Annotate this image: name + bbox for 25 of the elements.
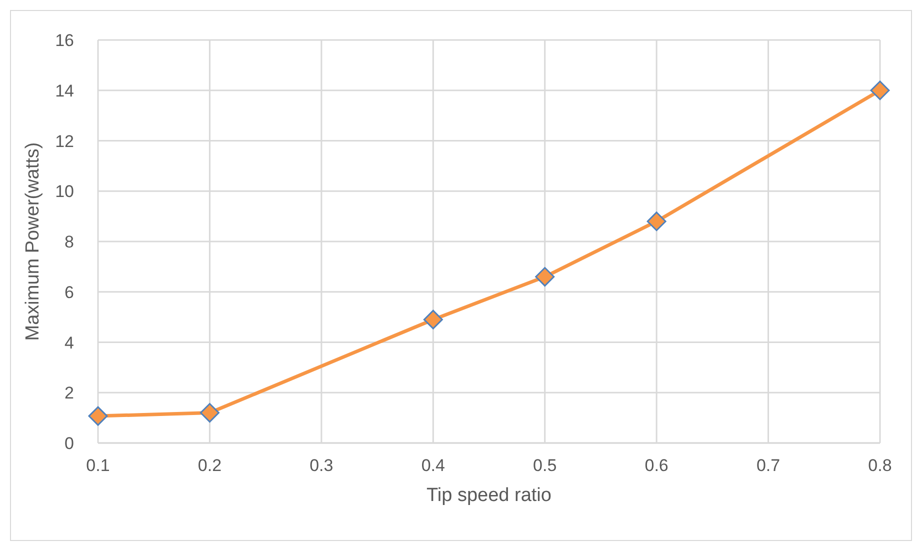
y-tick-label: 10 (55, 182, 74, 202)
point (535, 267, 555, 287)
y-tick-label: 2 (64, 384, 74, 403)
y-tick-label: 0 (64, 434, 74, 454)
y-tick-label: 6 (64, 282, 74, 302)
x-tick-label: 0.8 (868, 456, 892, 476)
x-axis-title: Tip speed ratio (426, 485, 552, 506)
y-axis-title: Maximum Power(watts) (22, 142, 44, 341)
x-tick-label: 0.2 (198, 456, 222, 476)
y-tick-label: 16 (55, 31, 74, 50)
point (200, 403, 220, 423)
x-tick-label: 0.4 (421, 456, 445, 476)
y-tick-label: 4 (64, 333, 74, 352)
x-tick-label: 0.7 (756, 456, 780, 476)
point (870, 80, 890, 100)
point (646, 212, 666, 232)
y-tick-label: 8 (64, 232, 74, 252)
x-tick-label: 0.6 (644, 456, 668, 476)
x-tick-label: 0.1 (86, 456, 110, 476)
point (423, 310, 443, 330)
x-tick-label: 0.5 (533, 456, 557, 476)
y-tick-label: 12 (55, 132, 74, 151)
x-tick-label: 0.3 (310, 456, 334, 476)
point (88, 406, 108, 426)
y-tick-label: 14 (55, 81, 74, 100)
